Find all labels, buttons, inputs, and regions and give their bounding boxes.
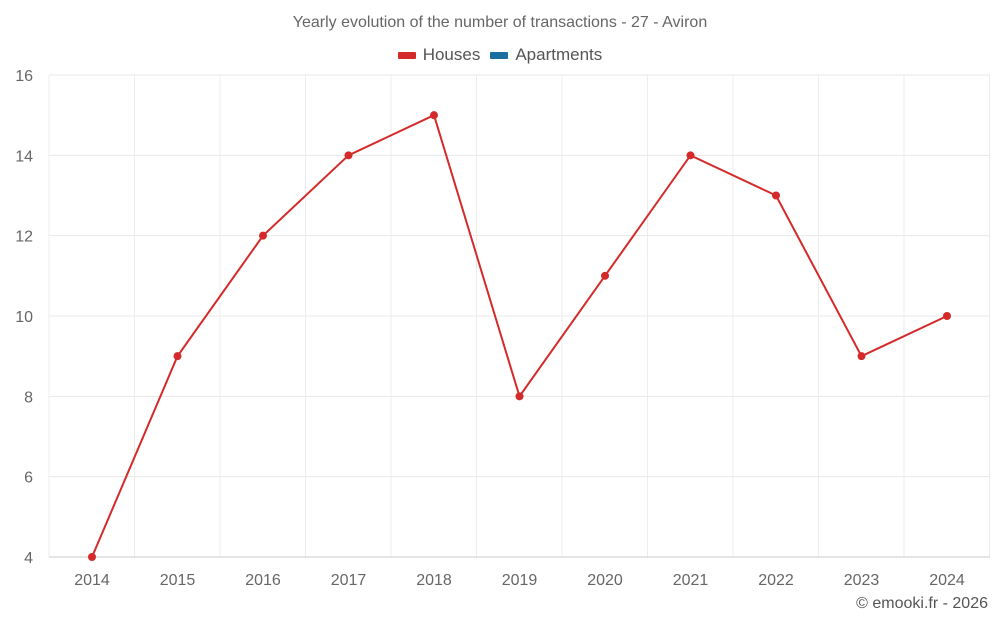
legend-item-apartments[interactable]: Apartments bbox=[490, 45, 602, 65]
data-point bbox=[601, 271, 609, 280]
y-tick-label: 16 bbox=[15, 68, 33, 85]
data-point bbox=[173, 352, 182, 361]
x-tick-label: 2021 bbox=[673, 572, 709, 589]
legend-swatch-apartments bbox=[490, 51, 509, 59]
x-tick-label: 2019 bbox=[502, 572, 538, 589]
x-tick-label: 2018 bbox=[416, 572, 452, 589]
x-tick-label: 2020 bbox=[587, 572, 623, 589]
x-tick-label: 2015 bbox=[160, 572, 196, 589]
data-point bbox=[344, 151, 353, 160]
y-tick-label: 4 bbox=[24, 550, 33, 567]
data-point bbox=[857, 352, 866, 361]
data-point bbox=[88, 553, 96, 561]
y-tick-label: 8 bbox=[24, 389, 33, 406]
credit-text: © emooki.fr - 2026 bbox=[856, 595, 988, 612]
x-tick-label: 2023 bbox=[844, 572, 880, 589]
y-tick-label: 14 bbox=[15, 148, 33, 165]
legend-swatch-houses bbox=[397, 51, 416, 59]
data-point bbox=[430, 111, 438, 120]
y-tick-label: 10 bbox=[15, 309, 33, 326]
x-tick-label: 2017 bbox=[331, 572, 367, 589]
data-point bbox=[259, 231, 267, 240]
data-point bbox=[772, 191, 780, 200]
legend-item-houses[interactable]: Houses bbox=[397, 45, 481, 65]
x-tick-label: 2016 bbox=[245, 572, 281, 589]
x-tick-label: 2024 bbox=[929, 572, 965, 589]
legend: Houses Apartments bbox=[0, 45, 1000, 65]
x-tick-label: 2022 bbox=[758, 572, 794, 589]
data-point bbox=[686, 151, 695, 160]
data-point bbox=[515, 392, 524, 401]
legend-label-houses: Houses bbox=[422, 45, 481, 64]
x-tick-label: 2014 bbox=[74, 572, 110, 589]
y-tick-label: 6 bbox=[24, 470, 33, 487]
data-point bbox=[943, 312, 951, 320]
chart-title: Yearly evolution of the number of transa… bbox=[292, 14, 708, 31]
legend-label-apartments: Apartments bbox=[515, 45, 603, 64]
y-tick-label: 12 bbox=[15, 229, 33, 246]
